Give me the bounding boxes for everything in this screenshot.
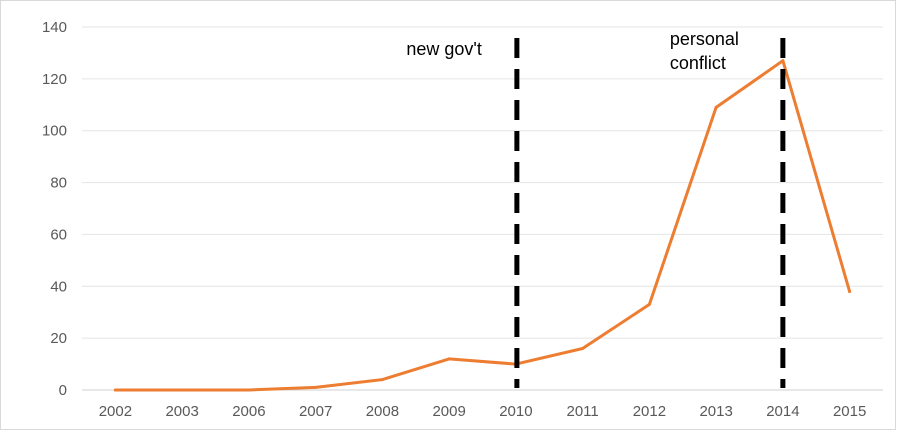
y-tick-label: 140	[42, 19, 67, 36]
x-tick-label: 2015	[833, 403, 866, 420]
y-tick-label: 20	[50, 330, 67, 347]
x-tick-label: 2002	[99, 403, 132, 420]
x-tick-label: 2014	[766, 403, 799, 420]
data-point	[714, 105, 718, 109]
data-point	[848, 289, 852, 293]
data-point	[180, 388, 184, 392]
annotations-layer: new gov't personal conflict	[406, 29, 786, 388]
y-tick-label: 120	[42, 71, 67, 88]
x-tick-label: 2003	[165, 403, 198, 420]
data-point	[314, 385, 318, 389]
data-point	[781, 59, 785, 63]
y-axis-ticks: 0 20 40 60 80 100 120 140	[42, 19, 67, 399]
x-tick-label: 2013	[699, 403, 732, 420]
data-point	[247, 388, 251, 392]
x-tick-label: 2006	[232, 403, 265, 420]
x-tick-label: 2007	[299, 403, 332, 420]
x-axis-ticks: 2002 2003 2006 2007 2008 2009 2010 2011 2012 2013…	[99, 403, 867, 420]
data-point	[647, 302, 651, 306]
data-point	[447, 357, 451, 361]
y-tick-label: 80	[50, 175, 67, 192]
data-point	[113, 388, 117, 392]
y-tick-label: 0	[59, 382, 67, 399]
x-tick-label: 2011	[566, 403, 598, 420]
annotation-label: conflict	[670, 53, 726, 73]
y-tick-label: 40	[50, 278, 67, 295]
y-tick-label: 60	[50, 226, 67, 243]
data-point	[380, 378, 384, 382]
y-tick-label: 100	[42, 123, 67, 140]
x-tick-label: 2008	[366, 403, 399, 420]
series-layer	[113, 59, 852, 392]
gridlines	[82, 26, 883, 391]
annotation-label: personal	[670, 29, 739, 49]
series-line	[113, 59, 852, 392]
x-tick-label: 2012	[633, 403, 666, 420]
x-tick-label: 2010	[499, 403, 532, 420]
annotation-label: new gov't	[406, 39, 481, 59]
x-tick-label: 2009	[432, 403, 465, 420]
data-point	[581, 347, 585, 351]
